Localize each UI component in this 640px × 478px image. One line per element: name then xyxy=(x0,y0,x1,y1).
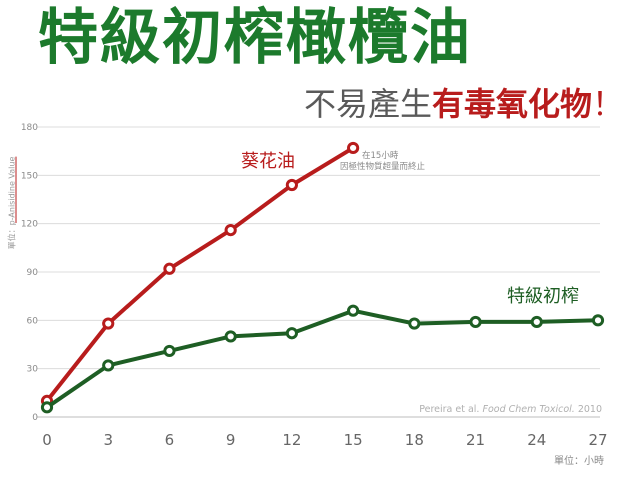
data-point-1-0 xyxy=(40,401,54,414)
y-axis-label: 單位：p-Anisidine Value xyxy=(7,157,18,250)
x-tick-label-15: 15 xyxy=(344,431,363,449)
x-tick-label-0: 0 xyxy=(42,431,52,449)
y-tick-label-60: 60 xyxy=(27,316,39,326)
series-line-0 xyxy=(45,145,356,403)
y-axis-label-wrap: 單位：p-Anisidine Value xyxy=(2,118,22,288)
data-point-0-4 xyxy=(285,178,298,192)
citation-authors: Pereira et al. xyxy=(419,404,483,415)
data-point-1-7 xyxy=(469,315,482,329)
x-tick-label-9: 9 xyxy=(226,431,236,449)
data-point-0-3 xyxy=(224,224,237,237)
data-point-1-1 xyxy=(102,359,115,372)
x-tick-label-18: 18 xyxy=(405,431,424,449)
y-tick-label-30: 30 xyxy=(27,365,39,375)
data-point-1-8 xyxy=(530,315,543,329)
y-axis-label-prefix: 單位： xyxy=(7,225,17,250)
x-axis-label: 單位：小時 xyxy=(554,456,604,467)
data-point-1-2 xyxy=(163,344,176,358)
y-axis-label-main: p-Anisidine Value xyxy=(7,156,17,226)
data-point-1-4 xyxy=(285,327,298,340)
x-tick-label-27: 27 xyxy=(588,431,607,449)
data-point-0-1 xyxy=(102,317,115,330)
x-tick-label-6: 6 xyxy=(165,431,175,449)
data-point-1-3 xyxy=(224,330,237,343)
x-tick-label-3: 3 xyxy=(103,431,113,449)
x-tick-label-21: 21 xyxy=(466,431,485,449)
x-tick-label-24: 24 xyxy=(527,431,546,449)
y-tick-label-0: 0 xyxy=(32,413,38,423)
data-point-1-5 xyxy=(347,304,360,317)
series-label-sunflower: 葵花油 xyxy=(241,151,295,172)
subtitle-normal-text: 不易產生 xyxy=(303,85,432,123)
note-line-1: 在15小時 xyxy=(362,151,399,161)
subtitle-exclamation: ！ xyxy=(591,85,624,123)
series-label-evoo: 特級初榨 xyxy=(507,286,579,307)
page-subtitle: 不易產生有毒氧化物！ xyxy=(304,82,624,126)
note-line-2: 因極性物質超量而終止 xyxy=(340,162,426,172)
sunflower-end-note: 在15小時 因極性物質超量而終止 xyxy=(340,151,425,173)
x-tick-label-12: 12 xyxy=(282,431,301,449)
y-tick-label-150: 150 xyxy=(21,171,38,181)
y-tick-label-180: 180 xyxy=(21,123,38,133)
y-tick-label-120: 120 xyxy=(21,220,38,230)
data-point-1-6 xyxy=(408,317,421,330)
y-tick-label-90: 90 xyxy=(27,268,39,278)
citation-year: 2010 xyxy=(574,404,602,415)
subtitle-highlight-text: 有毒氧化物 xyxy=(431,85,592,123)
data-point-0-5 xyxy=(347,141,360,155)
citation: Pereira et al. Food Chem Toxicol. 2010 xyxy=(419,404,602,415)
data-point-1-9 xyxy=(591,314,605,327)
page-title: 特級初榨橄欖油 xyxy=(38,3,472,73)
data-point-0-2 xyxy=(163,262,176,275)
series-line-1 xyxy=(45,308,600,410)
citation-journal: Food Chem Toxicol. xyxy=(482,404,575,415)
